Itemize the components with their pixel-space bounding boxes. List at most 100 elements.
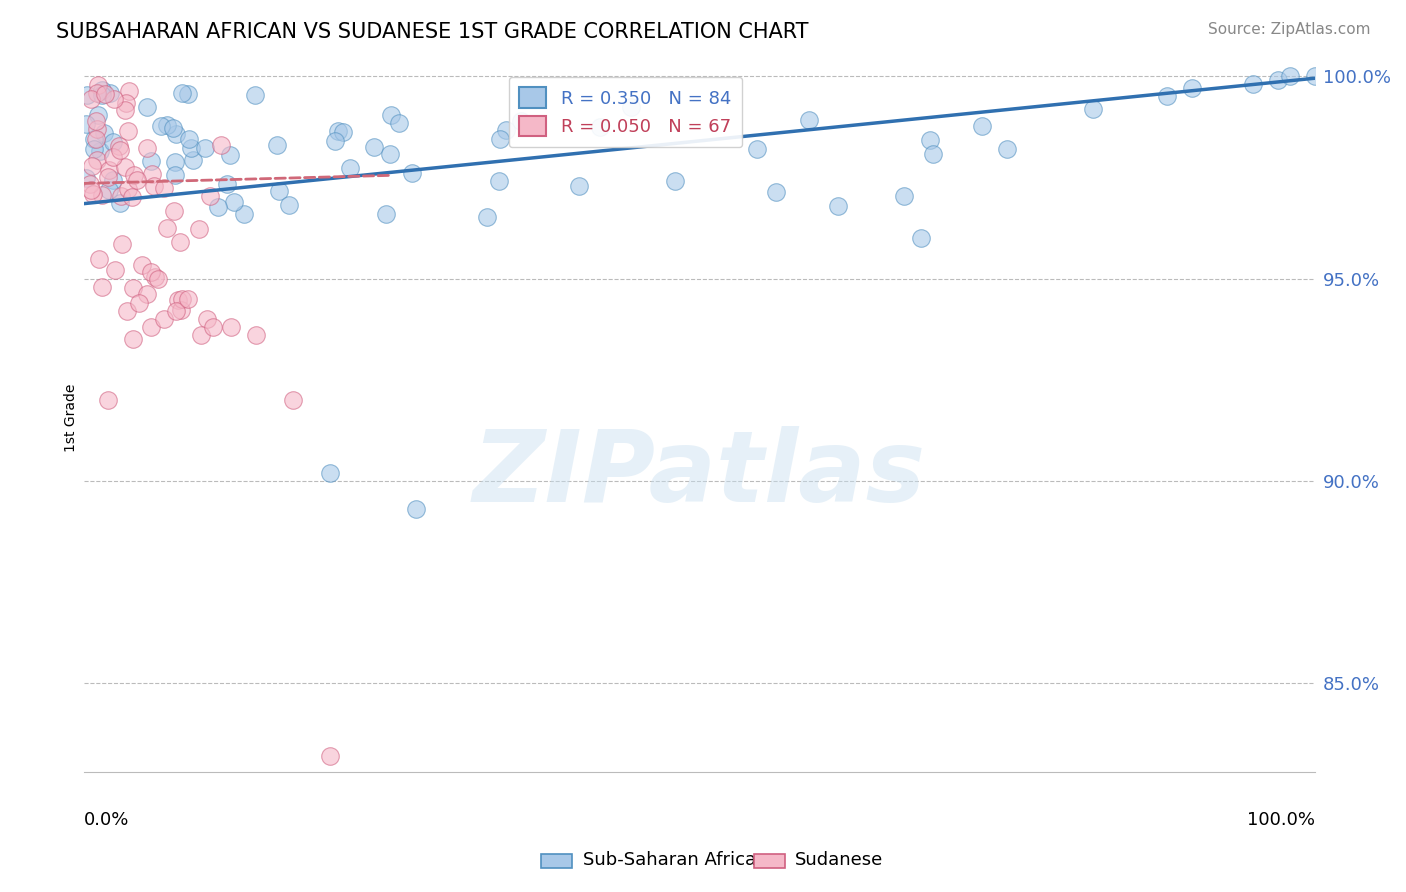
Point xyxy=(177,132,200,146)
Point xyxy=(176,87,198,101)
Point xyxy=(922,146,945,161)
Point xyxy=(91,187,114,202)
Point xyxy=(267,184,290,198)
Text: Sub-Saharan Africans: Sub-Saharan Africans xyxy=(583,851,778,869)
Point xyxy=(405,502,427,516)
Point xyxy=(110,189,132,203)
Point xyxy=(82,187,104,202)
Point xyxy=(380,147,402,161)
Point xyxy=(101,173,124,187)
Text: 100.0%: 100.0% xyxy=(1247,811,1315,829)
Point xyxy=(827,199,849,213)
Point xyxy=(194,141,217,155)
Point xyxy=(153,181,176,195)
Point xyxy=(136,100,159,114)
Point xyxy=(162,121,184,136)
Text: 0.0%: 0.0% xyxy=(84,811,129,829)
Point xyxy=(893,188,915,202)
Point xyxy=(142,178,165,193)
Point xyxy=(1267,73,1289,87)
Point xyxy=(121,190,143,204)
Point xyxy=(141,167,163,181)
Point xyxy=(165,304,187,318)
Point xyxy=(211,137,233,152)
Point xyxy=(136,141,159,155)
Point xyxy=(131,258,153,272)
Point xyxy=(799,112,821,127)
Text: Source: ZipAtlas.com: Source: ZipAtlas.com xyxy=(1208,22,1371,37)
Point xyxy=(97,163,120,178)
Point xyxy=(207,200,229,214)
Text: ZIPatlas: ZIPatlas xyxy=(472,426,925,524)
Point xyxy=(568,179,591,194)
Point xyxy=(589,120,612,135)
Point xyxy=(488,174,510,188)
Point xyxy=(190,328,212,343)
Point xyxy=(103,263,125,277)
Point xyxy=(80,92,103,106)
Point xyxy=(339,161,361,175)
Point xyxy=(221,320,243,334)
Point xyxy=(100,86,122,100)
Point xyxy=(243,88,266,103)
Point xyxy=(136,287,159,301)
Point xyxy=(177,292,200,306)
Point xyxy=(475,211,498,225)
Point xyxy=(172,292,194,306)
Y-axis label: 1st Grade: 1st Grade xyxy=(65,384,79,452)
Point xyxy=(84,131,107,145)
Point xyxy=(188,222,211,236)
Point xyxy=(266,138,288,153)
Point xyxy=(79,177,101,191)
Text: Sudanese: Sudanese xyxy=(794,851,883,869)
Point xyxy=(122,332,145,346)
Point xyxy=(115,304,138,318)
Point xyxy=(75,118,97,132)
Point xyxy=(114,160,136,174)
Point xyxy=(122,168,145,182)
Point xyxy=(141,320,163,334)
Point xyxy=(117,182,139,196)
Point xyxy=(89,252,111,266)
Point xyxy=(108,195,131,210)
Point xyxy=(83,132,105,146)
Point xyxy=(488,132,510,146)
Point xyxy=(995,142,1018,156)
Point xyxy=(910,231,932,245)
Point xyxy=(1241,77,1264,91)
Point xyxy=(323,134,346,148)
Point xyxy=(224,195,246,210)
Point xyxy=(169,235,191,249)
Point xyxy=(510,114,533,128)
Point xyxy=(80,182,103,196)
Point xyxy=(83,142,105,156)
Point xyxy=(118,84,141,98)
Point xyxy=(150,120,173,134)
Point xyxy=(75,170,97,185)
Point xyxy=(1156,89,1178,103)
Point xyxy=(277,198,299,212)
Point xyxy=(180,141,202,155)
Point xyxy=(495,122,517,136)
Point xyxy=(170,86,193,100)
Point xyxy=(200,189,222,203)
Point xyxy=(281,392,304,407)
Point xyxy=(918,133,941,147)
Point xyxy=(765,185,787,199)
Point xyxy=(121,281,143,295)
Point xyxy=(87,107,110,121)
Point xyxy=(970,119,993,133)
Point xyxy=(1180,81,1202,95)
Point xyxy=(87,78,110,92)
Legend: R = 0.350   N = 84, R = 0.050   N = 67: R = 0.350 N = 84, R = 0.050 N = 67 xyxy=(509,77,742,147)
Point xyxy=(152,312,174,326)
Point xyxy=(245,328,267,343)
Point xyxy=(363,140,385,154)
Point xyxy=(163,204,186,219)
Point xyxy=(664,174,686,188)
Point xyxy=(326,124,349,138)
Point xyxy=(319,749,342,764)
Point xyxy=(86,114,108,128)
Point xyxy=(170,302,193,317)
Point xyxy=(91,279,114,293)
